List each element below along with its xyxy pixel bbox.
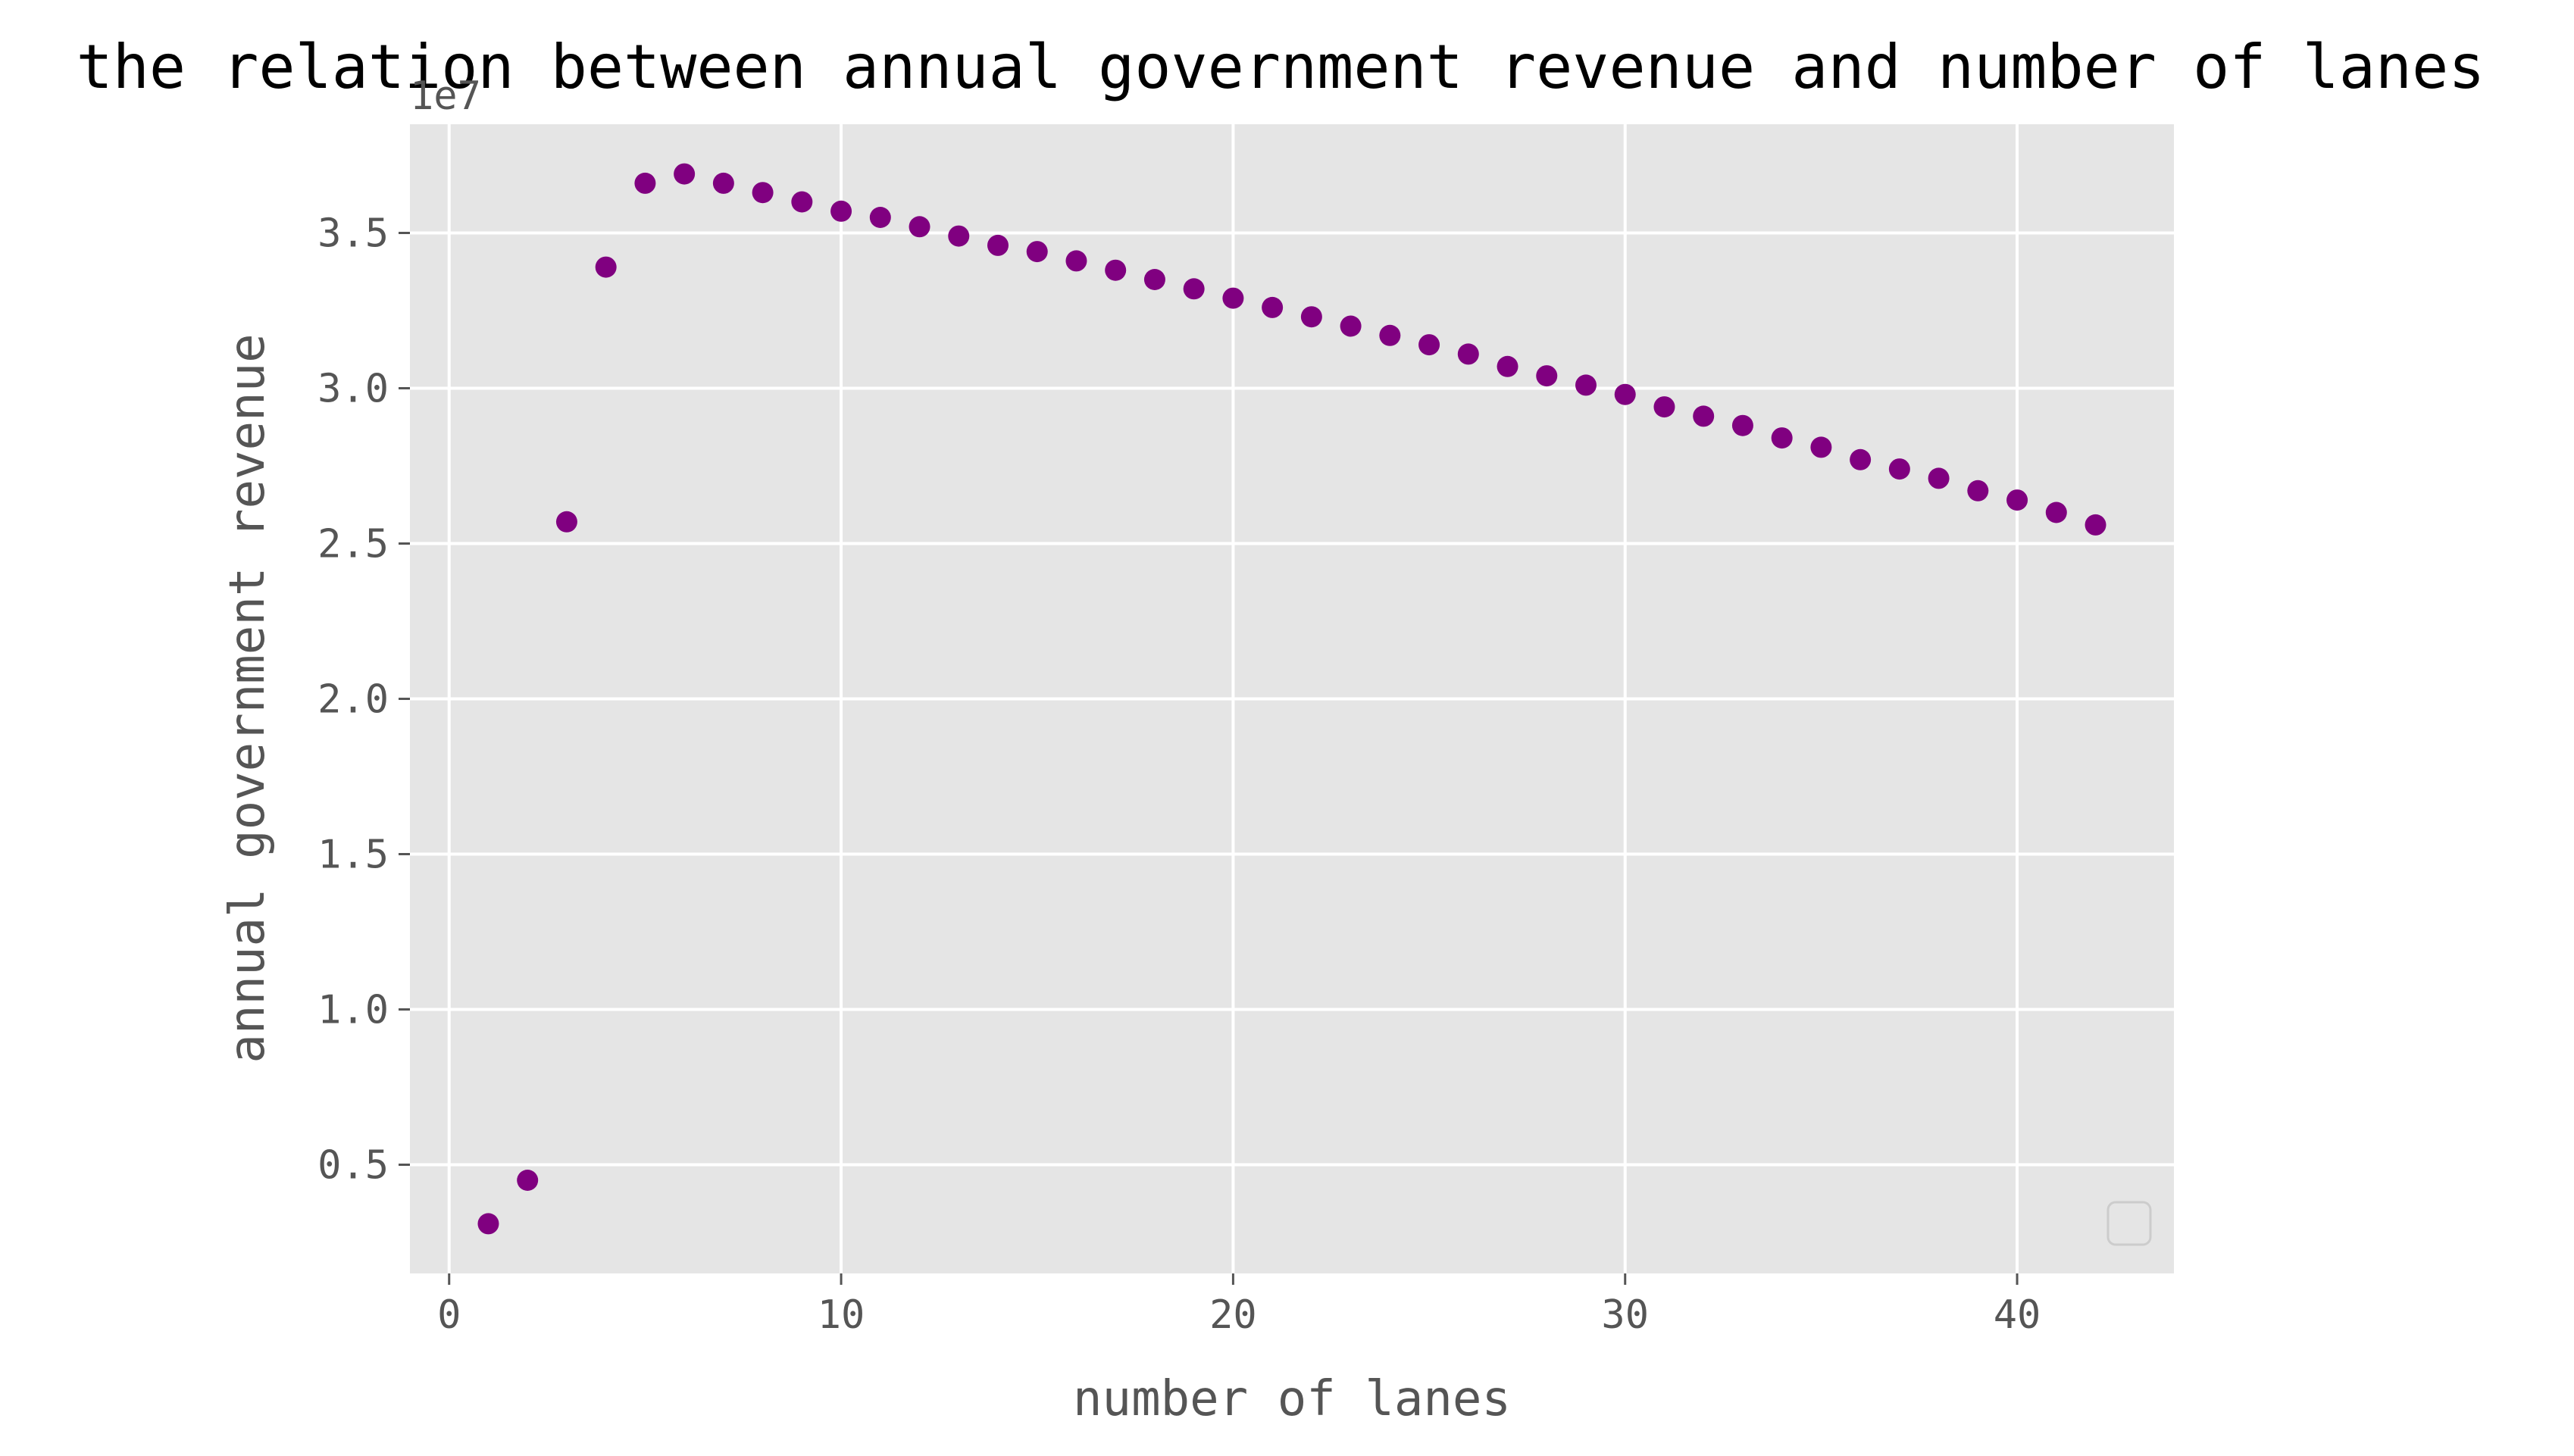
x-tick-label: 20 [1209, 1292, 1257, 1338]
data-point [712, 172, 734, 194]
y-tick-label: 2.5 [317, 522, 389, 567]
data-point [2085, 514, 2106, 536]
y-tick-label: 3.5 [317, 211, 389, 257]
data-point [948, 225, 970, 247]
data-point [1653, 396, 1675, 418]
data-point [830, 200, 852, 222]
data-point [1300, 306, 1322, 328]
data-point [674, 163, 696, 185]
grid-lines [410, 124, 2174, 1273]
data-point [1065, 250, 1087, 272]
y-axis-offset-label: 1e7 [410, 73, 481, 119]
data-point [1928, 467, 1950, 489]
y-axis-label: annual government revenue [220, 333, 276, 1063]
data-point [909, 216, 930, 238]
data-point [1340, 315, 1362, 337]
data-point [595, 256, 617, 278]
x-axis-label: number of lanes [1073, 1371, 1511, 1427]
y-tick-label: 3.0 [317, 367, 389, 412]
data-point [1222, 287, 1244, 309]
data-point [791, 191, 813, 213]
data-point [1967, 480, 1989, 501]
axis-ticks: 0 10 20 30 40 0.5 1.0 1.5 2.0 2.5 3.0 3.5 [317, 211, 2041, 1339]
x-tick-label: 30 [1601, 1292, 1649, 1338]
y-tick-label: 1.5 [317, 833, 389, 878]
data-point [1771, 427, 1793, 449]
data-point [1888, 458, 1910, 480]
data-point [1143, 269, 1165, 290]
data-point [634, 172, 656, 194]
data-point [1418, 334, 1440, 356]
data-point [1536, 365, 1558, 387]
x-tick-label: 10 [818, 1292, 865, 1338]
data-point [1850, 448, 1872, 470]
data-point [1105, 259, 1127, 281]
data-point [869, 207, 891, 228]
x-tick-label: 40 [1994, 1292, 2041, 1338]
data-points [477, 163, 2106, 1235]
data-point [1457, 343, 1479, 365]
data-point [1183, 278, 1205, 300]
data-point [1262, 296, 1284, 318]
data-point [555, 511, 577, 533]
y-tick-label: 0.5 [317, 1143, 389, 1189]
chart-title: the relation between annual government r… [77, 32, 2485, 102]
legend-box [2106, 1201, 2152, 1246]
data-point [477, 1213, 499, 1235]
data-point [517, 1170, 539, 1191]
data-point [987, 234, 1009, 256]
data-point [1731, 414, 1753, 436]
x-tick-label: 0 [437, 1292, 461, 1338]
y-tick-label: 2.0 [317, 677, 389, 723]
data-point [1379, 324, 1401, 346]
data-point [1497, 355, 1518, 377]
data-point [752, 182, 774, 204]
data-point [1810, 436, 1832, 458]
data-point [1693, 405, 1715, 427]
data-point [2006, 489, 2028, 511]
y-tick-label: 1.0 [317, 988, 389, 1033]
data-point [1614, 383, 1636, 405]
data-point [2045, 501, 2067, 523]
data-point [1026, 241, 1048, 263]
data-point [1575, 374, 1597, 396]
